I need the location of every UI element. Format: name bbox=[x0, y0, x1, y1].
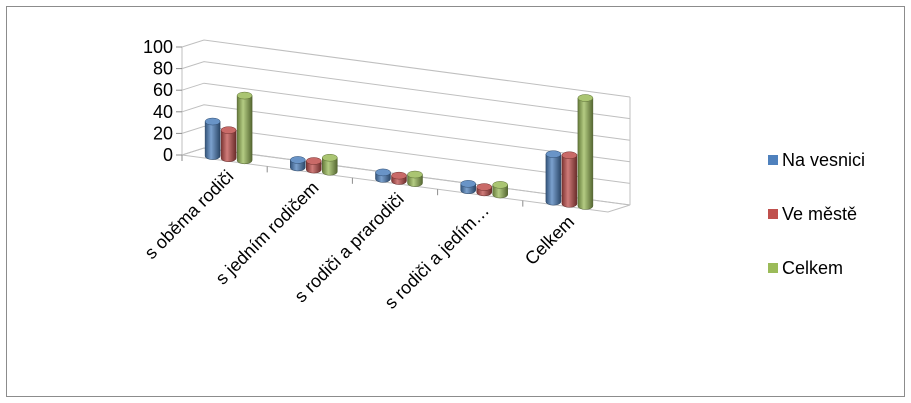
legend-swatch-ve-meste bbox=[768, 209, 778, 219]
chart-frame bbox=[6, 6, 905, 397]
bar-body bbox=[236, 95, 253, 165]
gridline bbox=[181, 39, 631, 98]
gridline bbox=[181, 125, 631, 184]
legend-label: Celkem bbox=[782, 257, 844, 278]
bar-celkem-s-obema-rodici bbox=[236, 91, 253, 165]
bar-top bbox=[375, 168, 391, 177]
bar-na-vesnici-s-obema-rodici bbox=[204, 117, 221, 160]
bar-top bbox=[460, 180, 476, 188]
bars bbox=[204, 91, 594, 210]
legend-item-celkem: Celkem bbox=[768, 258, 865, 278]
bar-ve-meste-s-rodici-a-prarodici bbox=[391, 171, 407, 185]
bar-top bbox=[407, 170, 423, 179]
legend-swatch-na-vesnici bbox=[768, 155, 778, 165]
bar-celkem-s-rodici-a-prarodici bbox=[407, 170, 423, 187]
bar-body bbox=[322, 157, 338, 176]
bar-body bbox=[204, 121, 221, 160]
bar-top bbox=[391, 171, 407, 180]
bar-top bbox=[220, 126, 237, 134]
y-tick-label: 40 bbox=[153, 102, 173, 122]
bar-top bbox=[290, 156, 306, 164]
bar-ve-meste-s-jednim-rodicem bbox=[306, 157, 322, 174]
legend-item-ve-meste: Ve městě bbox=[768, 204, 865, 224]
y-tick-label: 60 bbox=[153, 80, 173, 100]
bar-celkem-celkem bbox=[577, 94, 594, 210]
gridlines bbox=[181, 39, 631, 206]
bar-top bbox=[492, 181, 508, 189]
x-tick-label: Celkem bbox=[521, 212, 578, 269]
bar-na-vesnici-s-rodici-a-prarodici bbox=[375, 168, 391, 183]
bar-top bbox=[545, 150, 562, 158]
bar-top bbox=[476, 183, 492, 191]
x-tick-label: s oběma rodiči bbox=[141, 166, 238, 263]
bar-ve-meste-s-rodici-a-jedim bbox=[476, 183, 492, 197]
bar-top bbox=[577, 94, 594, 102]
bar-na-vesnici-s-rodici-a-jedim bbox=[460, 180, 476, 195]
bar-top bbox=[236, 91, 253, 100]
bar-ve-meste-celkem bbox=[561, 151, 578, 208]
bar-body bbox=[220, 129, 237, 162]
y-tick-label: 20 bbox=[153, 123, 173, 143]
bar-na-vesnici-celkem bbox=[545, 150, 562, 206]
bar-na-vesnici-s-jednim-rodicem bbox=[290, 156, 306, 172]
gridline bbox=[181, 82, 631, 141]
legend-swatch-celkem bbox=[768, 263, 778, 273]
bar-celkem-s-rodici-a-jedim bbox=[492, 181, 508, 199]
legend-item-na-vesnici: Na vesnici bbox=[768, 150, 865, 170]
bar-body bbox=[545, 153, 562, 206]
legend-label: Na vesnici bbox=[782, 149, 866, 170]
bar-celkem-s-jednim-rodicem bbox=[322, 153, 338, 176]
bar-ve-meste-s-obema-rodici bbox=[220, 126, 237, 162]
x-tick-label: s jedním rodičem bbox=[212, 177, 323, 288]
gridline bbox=[181, 61, 631, 120]
bar-top bbox=[204, 117, 221, 126]
legend: Na vesnici Ve městě Celkem bbox=[768, 150, 865, 312]
y-tick-label: 80 bbox=[153, 59, 173, 79]
bar-top bbox=[306, 157, 322, 165]
x-tick-label: s rodiči a jedím… bbox=[381, 200, 493, 312]
bar-body bbox=[561, 154, 578, 208]
legend-label: Ve městě bbox=[782, 203, 858, 224]
bar-top bbox=[561, 151, 578, 159]
y-tick-label: 100 bbox=[143, 37, 173, 57]
gridline bbox=[181, 104, 631, 163]
bar-body bbox=[577, 97, 594, 210]
y-tick-label: 0 bbox=[163, 145, 173, 165]
bar-top bbox=[322, 153, 338, 162]
